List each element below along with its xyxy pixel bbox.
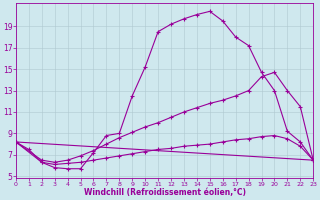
X-axis label: Windchill (Refroidissement éolien,°C): Windchill (Refroidissement éolien,°C) [84,188,245,197]
